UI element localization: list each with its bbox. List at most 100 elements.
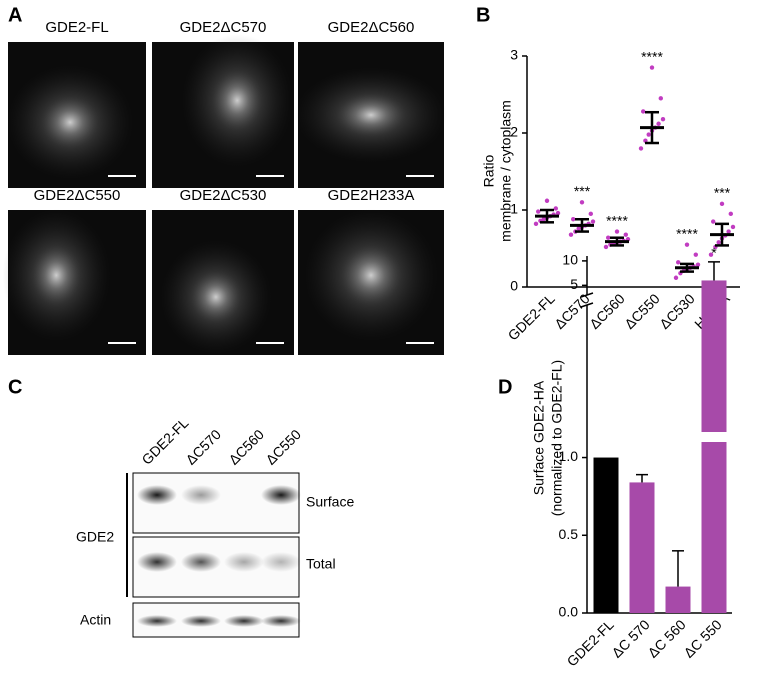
data-point (576, 226, 581, 231)
data-point (606, 235, 611, 240)
data-point (711, 219, 716, 224)
bar (701, 280, 727, 613)
blot-row-label: Actin (80, 612, 111, 628)
lane-label: ΔC560 (225, 426, 267, 468)
cell (335, 93, 407, 137)
panel-label: A (8, 4, 22, 26)
data-point (568, 232, 574, 237)
data-point (649, 65, 655, 70)
x-tick-label: GDE2-FL (564, 616, 617, 669)
bar (629, 482, 655, 613)
y-tick-label: 0 (510, 278, 518, 294)
lane-label: ΔC570 (182, 426, 224, 468)
x-tick-label: ΔC550 (621, 290, 663, 332)
cell (340, 244, 402, 306)
y-tick-label: 1.0 (559, 448, 579, 464)
band (181, 485, 221, 505)
y-axis-label: Ratio (481, 154, 497, 187)
data-point (641, 109, 646, 114)
axis-break (580, 292, 594, 308)
significance: *** (574, 183, 591, 199)
significance: **** (606, 212, 628, 228)
y-tick-label: 3 (510, 47, 518, 63)
bar-break (700, 432, 728, 442)
band (137, 485, 177, 505)
cell (41, 96, 100, 149)
image-title: GDE2ΔC570 (180, 19, 267, 36)
band (261, 485, 301, 505)
data-point (553, 206, 558, 211)
data-point (695, 262, 701, 267)
data-point (579, 200, 585, 205)
data-point (533, 221, 539, 227)
band (261, 615, 301, 627)
data-point (623, 232, 628, 237)
y-tick-label: 10 (562, 252, 578, 268)
data-point (708, 252, 714, 257)
data-point (603, 244, 609, 250)
bar (593, 457, 619, 613)
cell (31, 244, 82, 306)
data-point (684, 242, 690, 247)
data-point (544, 198, 550, 203)
data-point (693, 252, 698, 257)
data-point (716, 240, 721, 245)
significance: *** (714, 185, 731, 201)
x-tick-label: ΔC560 (586, 290, 628, 332)
data-point (719, 201, 725, 207)
band (181, 615, 221, 627)
significance: **** (676, 225, 698, 241)
image-title: GDE2ΔC530 (180, 187, 267, 204)
band (181, 552, 221, 572)
lane-label: GDE2-FL (138, 414, 191, 467)
image-title: GDE2ΔC550 (34, 187, 121, 204)
cell (190, 270, 242, 324)
data-point (536, 209, 541, 214)
lane-label: ΔC550 (262, 426, 304, 468)
panel-label: B (476, 4, 490, 26)
blot-row-label: Total (306, 556, 336, 572)
image-title: GDE2-FL (45, 19, 108, 36)
y-tick-label: 5 (570, 276, 578, 292)
y-tick-label: 0.0 (559, 604, 579, 620)
y-tick-label: 1 (510, 201, 518, 217)
image-title: GDE2ΔC560 (328, 19, 415, 36)
image-title: GDE2H233A (328, 187, 415, 204)
band (137, 552, 177, 572)
y-axis-label: membrane / cytoplasm (498, 100, 514, 242)
y-tick-label: 0.5 (559, 526, 579, 542)
y-axis-label: Surface GDE2-HA (531, 380, 547, 495)
significance: **** (641, 48, 663, 64)
band (261, 552, 301, 572)
data-point (571, 217, 576, 222)
x-tick-label: ΔC 570 (608, 616, 652, 660)
data-point (638, 146, 644, 151)
data-point (541, 217, 546, 222)
data-point (588, 211, 593, 217)
data-point (660, 116, 666, 122)
significance: * (711, 245, 717, 261)
blot-row-label: Surface (306, 494, 354, 510)
data-point (658, 96, 663, 101)
data-point (590, 219, 596, 224)
x-tick-label: ΔC530 (656, 290, 698, 332)
y-axis-label: (normalized to GDE2-FL) (549, 360, 565, 516)
panel-label: C (8, 376, 22, 398)
data-point (730, 224, 736, 230)
data-point (673, 275, 679, 280)
data-point (656, 121, 661, 126)
x-tick-label: GDE2-FL (505, 290, 558, 343)
data-point (726, 229, 731, 234)
x-tick-label: ΔC 550 (680, 616, 724, 660)
x-tick-label: ΔC 560 (644, 616, 688, 660)
data-point (676, 260, 681, 265)
y-tick-label: 2 (510, 124, 518, 140)
data-point (555, 210, 561, 216)
panel-label: D (498, 376, 512, 398)
blot-group-label: GDE2 (76, 529, 114, 545)
data-point (614, 229, 620, 234)
data-point (728, 211, 733, 217)
cell (211, 69, 263, 132)
band (137, 615, 177, 627)
